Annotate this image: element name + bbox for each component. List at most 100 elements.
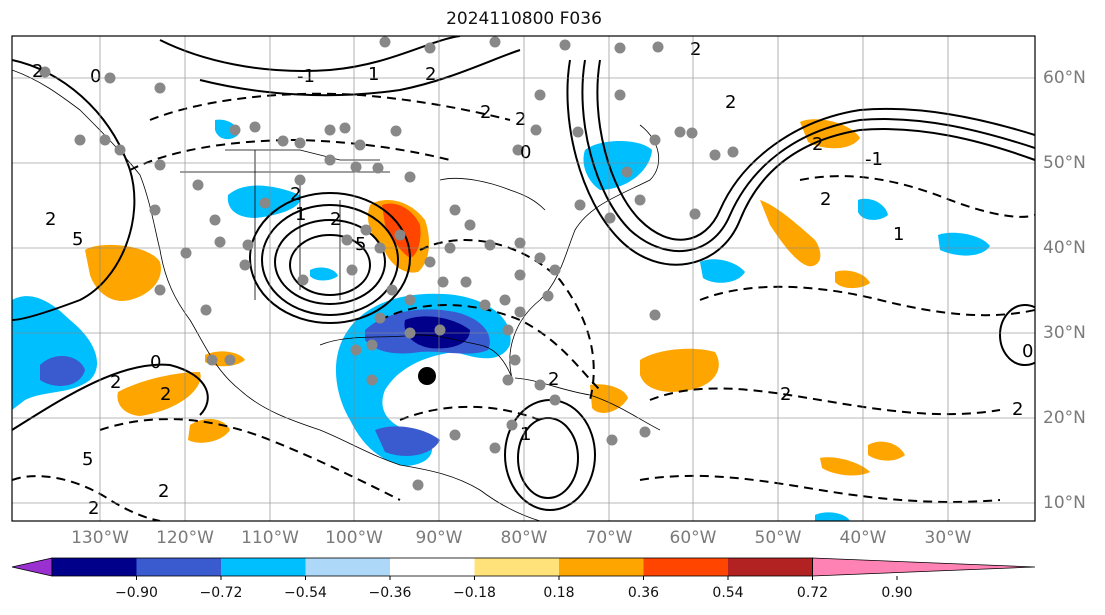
atlantic-coastline — [509, 124, 659, 379]
station-dot — [479, 299, 491, 311]
contour-label: 2 — [515, 109, 526, 130]
lat-label: 40°N — [1043, 238, 1086, 258]
station-dot — [339, 122, 351, 134]
station-dot — [412, 479, 424, 491]
contour-label: 2 — [812, 134, 823, 155]
lon-label: 30°W — [924, 528, 972, 548]
fill-blue-atlantic — [583, 141, 652, 190]
station-dot — [206, 354, 218, 366]
fill-mid-blue-yuc — [375, 426, 440, 456]
station-dot — [192, 179, 204, 191]
contour-east — [999, 304, 1035, 366]
contour-atl-1 — [566, 59, 1035, 266]
colorbar-segment — [390, 558, 475, 576]
station-dot — [614, 42, 626, 54]
station-dot — [324, 124, 336, 136]
fill-orange-central-atl — [760, 200, 821, 267]
colorbar-segment — [221, 558, 306, 576]
colorbar-tick-label: 0.18 — [543, 585, 575, 601]
station-dot — [354, 139, 366, 151]
contour-label: 2 — [160, 384, 171, 405]
station-dot — [404, 171, 416, 183]
station-dot — [534, 379, 546, 391]
contour-label: -1 — [865, 149, 883, 170]
station-dot — [224, 354, 236, 366]
fill-orange-tropical — [640, 348, 719, 392]
contour-label: 2 — [425, 64, 436, 85]
map-title: 2024110800 F036 — [446, 9, 602, 29]
station-dot — [489, 442, 501, 454]
contour-west-1 — [12, 59, 136, 321]
map-frame — [11, 35, 1036, 522]
contour-label: 2 — [32, 61, 43, 82]
station-dot — [239, 259, 251, 271]
station-dot — [149, 204, 161, 216]
station-dot — [634, 194, 646, 206]
station-dot — [154, 159, 166, 171]
dashed-1 — [149, 92, 511, 121]
contour-label: 2 — [780, 384, 791, 405]
fill-blue-small — [310, 267, 338, 281]
station-dot — [437, 276, 449, 288]
station-dot — [464, 219, 476, 231]
station-dot — [506, 419, 518, 431]
contour-pac-sw — [12, 363, 209, 431]
station-dot — [297, 274, 309, 286]
fill-blue-east2 — [938, 232, 990, 256]
contour-label: 5 — [72, 229, 83, 250]
fill-orange-small-atl — [835, 270, 870, 289]
station-dot — [39, 66, 51, 78]
station-dot — [374, 312, 386, 324]
lon-label: 120°W — [156, 528, 214, 548]
contour-atl-3 — [596, 59, 1035, 241]
fill-orange-east-trop — [820, 457, 870, 476]
contour-label: 2 — [290, 184, 301, 205]
colorbar-segment — [559, 558, 644, 576]
station-dot — [689, 208, 701, 220]
station-dot — [249, 121, 261, 133]
dashed-4 — [379, 304, 601, 391]
station-dot — [379, 36, 391, 48]
fill-orange-sw — [117, 372, 201, 416]
station-dot — [180, 247, 192, 259]
contour-low-2 — [274, 219, 386, 305]
contour-label: 2 — [480, 102, 491, 123]
contour-label: 2 — [820, 189, 831, 210]
station-dot — [372, 162, 384, 174]
colorbar-segment — [136, 558, 222, 576]
colorbar-segment — [643, 558, 729, 576]
station-dot — [209, 214, 221, 226]
station-dot — [449, 429, 461, 441]
colorbar-tick-label: 0.54 — [712, 585, 744, 601]
station-dot — [502, 374, 514, 386]
lon-label: 130°W — [71, 528, 129, 548]
contour-label: 2 — [690, 39, 701, 60]
colorbar-segment — [728, 558, 813, 576]
contour-label: -1 — [297, 66, 315, 87]
contour-low-1 — [289, 234, 371, 296]
station-dot — [424, 256, 436, 268]
contour-label: 2 — [158, 481, 169, 502]
station-dot — [154, 284, 166, 296]
station-dot — [549, 394, 561, 406]
contour-label: 5 — [82, 449, 93, 470]
contour-label: 0 — [1022, 341, 1033, 362]
station-dot — [394, 229, 406, 241]
lat-label: 30°N — [1043, 323, 1086, 343]
station-dot — [686, 127, 698, 139]
fill-blue-south — [815, 512, 850, 521]
station-dot — [229, 124, 241, 136]
borders — [180, 149, 390, 300]
station-dot — [449, 204, 461, 216]
station-dot — [574, 199, 586, 211]
station-dot — [572, 126, 584, 138]
station-dot — [346, 264, 358, 276]
contour-label: 2 — [110, 372, 121, 393]
station-dot — [604, 212, 616, 224]
station-dot — [404, 294, 416, 306]
station-dot — [512, 144, 524, 156]
station-dot — [534, 252, 546, 264]
station-dot — [649, 134, 661, 146]
station-dot — [534, 89, 546, 101]
